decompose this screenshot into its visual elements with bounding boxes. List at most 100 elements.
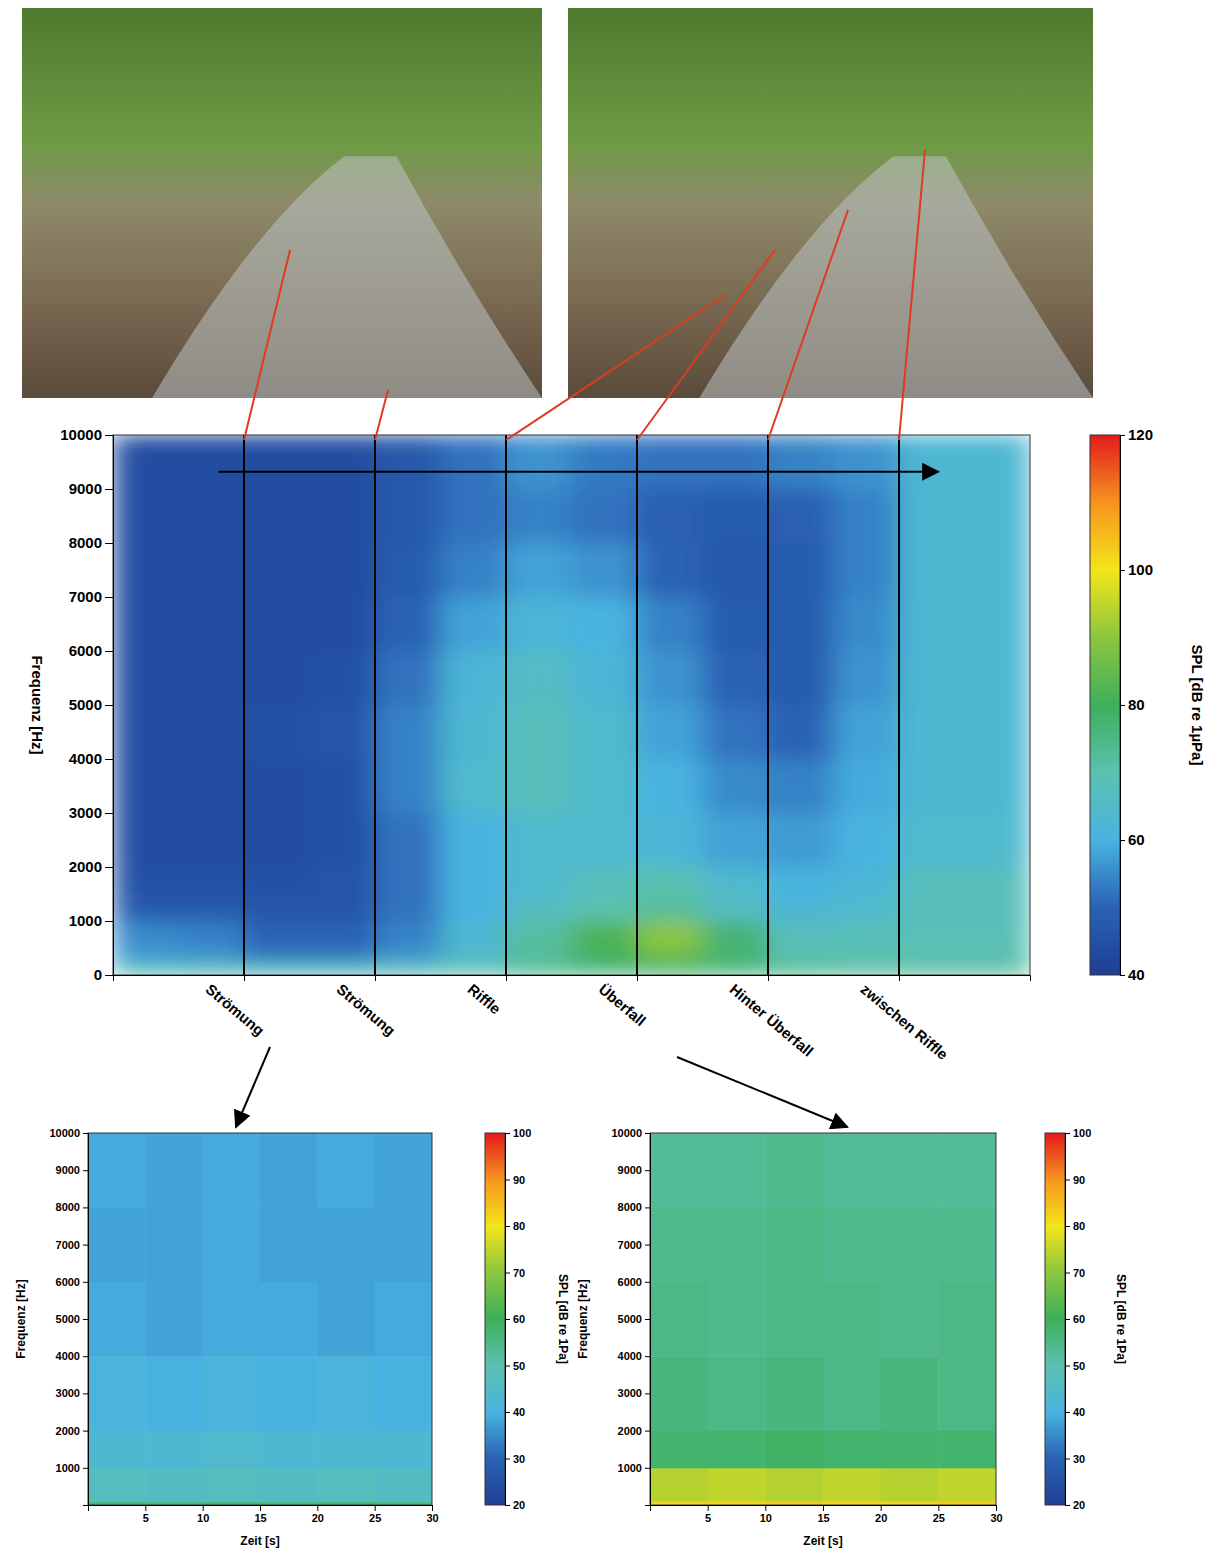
heatmap-cell bbox=[375, 867, 441, 895]
tick: 20 bbox=[875, 1505, 887, 1524]
heatmap-cell bbox=[375, 435, 441, 490]
tick-mark bbox=[1120, 840, 1125, 841]
tick: 5 bbox=[143, 1505, 149, 1524]
heatmap-cell bbox=[703, 948, 769, 962]
colorbar-axis: 406080100120 bbox=[1120, 426, 1153, 983]
heatmap-cell bbox=[310, 962, 376, 976]
heatmap-cell bbox=[881, 1431, 939, 1469]
tick-mark bbox=[83, 1319, 88, 1320]
plot-area bbox=[113, 435, 1030, 975]
tick-mark bbox=[105, 651, 113, 652]
tick-label: 60 bbox=[1128, 831, 1145, 848]
tick-label: 15 bbox=[254, 1512, 266, 1524]
axis-line bbox=[1066, 1134, 1071, 1506]
tick-mark bbox=[881, 1505, 882, 1511]
heatmap-cell bbox=[765, 1501, 823, 1505]
heatmap-cell bbox=[703, 489, 769, 544]
tick-mark bbox=[505, 1273, 510, 1274]
heatmap-cell bbox=[375, 813, 441, 868]
tick: 0 bbox=[94, 966, 113, 983]
tick-label: 1000 bbox=[56, 1462, 80, 1474]
tick-label: 6000 bbox=[56, 1276, 80, 1288]
tick-mark bbox=[105, 435, 113, 436]
heatmap-cell bbox=[823, 1133, 881, 1208]
tick-label: 5000 bbox=[69, 696, 102, 713]
heatmap-cell bbox=[765, 1207, 823, 1282]
heatmap-cell bbox=[113, 962, 179, 976]
heatmap-cell bbox=[572, 948, 638, 962]
grid-line bbox=[636, 435, 638, 975]
heatmap-cell bbox=[88, 1356, 146, 1431]
heatmap-cell bbox=[637, 597, 703, 652]
x-axis: 51015202530 bbox=[651, 1505, 1003, 1524]
axis-line bbox=[651, 1506, 997, 1512]
heatmap-cell bbox=[965, 962, 1031, 976]
heatmap-cell bbox=[441, 597, 507, 652]
heatmap-cell bbox=[899, 489, 965, 544]
tick: 1000 bbox=[618, 1462, 650, 1474]
grid bbox=[244, 435, 899, 975]
heatmap-cell bbox=[506, 435, 572, 490]
tick-mark bbox=[1120, 435, 1125, 436]
heatmap-cell bbox=[965, 759, 1031, 814]
heatmap-cell bbox=[899, 921, 965, 949]
heatmap-cell bbox=[899, 948, 965, 962]
heatmap-cell bbox=[823, 1207, 881, 1282]
heatmap-cell bbox=[834, 597, 900, 652]
heatmap-cell bbox=[375, 948, 441, 962]
colorbar-title: SPL [dB re 1µPa] bbox=[1189, 645, 1206, 766]
heatmap-cell bbox=[768, 435, 834, 490]
tick-label: 20 bbox=[312, 1512, 324, 1524]
heatmap-cell bbox=[441, 921, 507, 949]
tick-label: 9000 bbox=[56, 1164, 80, 1176]
colorbar-title: SPL [dB re 1Pa] bbox=[1114, 1274, 1128, 1364]
heatmap-cell bbox=[310, 867, 376, 895]
heatmap-cell bbox=[113, 543, 179, 598]
heatmap-cell bbox=[145, 1282, 203, 1357]
heatmap-cell bbox=[375, 1133, 432, 1208]
heatmap-cell bbox=[203, 1133, 261, 1208]
tick: 60 bbox=[1120, 831, 1145, 848]
tick: 9000 bbox=[69, 480, 113, 497]
tick-label: Strömung bbox=[334, 980, 399, 1039]
heatmap-cell bbox=[650, 1431, 708, 1469]
heatmap-cell bbox=[965, 921, 1031, 949]
heatmap-cell bbox=[260, 1133, 318, 1208]
heatmap-cell bbox=[506, 705, 572, 760]
heatmap-cell bbox=[965, 867, 1031, 895]
heatmap-cell bbox=[881, 1468, 939, 1502]
tick-label: 80 bbox=[1073, 1220, 1085, 1232]
tick: 7000 bbox=[56, 1239, 88, 1251]
tick: 3000 bbox=[69, 804, 113, 821]
heatmap-cell bbox=[179, 813, 245, 868]
heatmap-cell bbox=[768, 543, 834, 598]
heatmap-cell bbox=[637, 948, 703, 962]
tick-label: Strömung bbox=[203, 980, 268, 1039]
heatmap-cell bbox=[244, 543, 310, 598]
tick-label: 80 bbox=[513, 1220, 525, 1232]
heatmap-cell bbox=[317, 1207, 375, 1282]
heatmap-cell bbox=[506, 759, 572, 814]
tick: 4000 bbox=[618, 1350, 650, 1362]
heatmap-cell bbox=[834, 867, 900, 895]
leader-line bbox=[244, 250, 290, 440]
tick-mark bbox=[645, 1468, 650, 1469]
heatmap-cell bbox=[317, 1133, 375, 1208]
heatmap-cell bbox=[938, 1501, 996, 1505]
heatmap-cell bbox=[244, 597, 310, 652]
heatmap-cell bbox=[899, 597, 965, 652]
heatmap-cell bbox=[375, 597, 441, 652]
heatmap-cell bbox=[179, 948, 245, 962]
heatmap-cell bbox=[506, 921, 572, 949]
tick: 2000 bbox=[618, 1425, 650, 1437]
colorbar-title: SPL [dB re 1Pa] bbox=[556, 1274, 570, 1364]
tick: 50 bbox=[505, 1360, 525, 1372]
heatmap-cell bbox=[765, 1431, 823, 1469]
tick-label: 40 bbox=[1073, 1406, 1085, 1418]
tick-mark bbox=[823, 1505, 824, 1511]
heatmap-cell bbox=[113, 651, 179, 706]
heatmap-cell bbox=[823, 1468, 881, 1502]
heatmap-cell bbox=[179, 894, 245, 922]
tick: 100 bbox=[505, 1127, 531, 1139]
heatmap-cell bbox=[965, 597, 1031, 652]
